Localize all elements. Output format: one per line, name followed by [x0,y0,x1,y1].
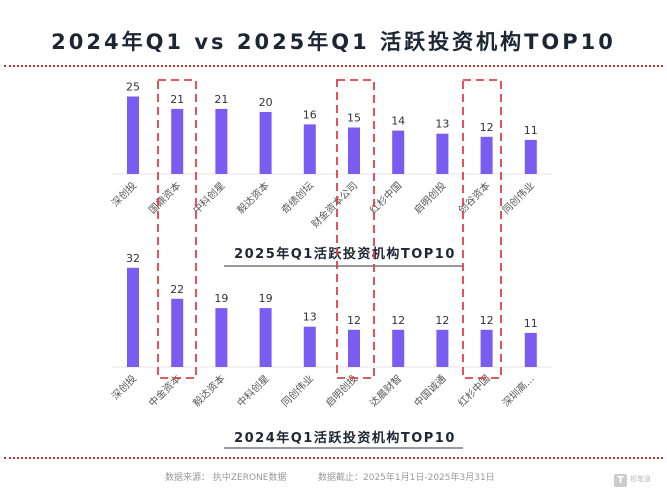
data-label: 12 [391,314,405,327]
category-label: 深圳高… [499,372,536,409]
bar [215,108,228,174]
data-label: 19 [214,292,228,305]
bar [524,139,537,174]
data-label: 32 [126,252,140,265]
data-label: 12 [347,314,361,327]
bar [392,130,405,174]
data-source: 数据来源： 执中ZERONE数据 [165,473,287,483]
category-label: 红杉中国 [455,372,492,409]
category-label: 中科创星 [190,179,227,216]
category-label: 奇绩创坛 [278,179,315,216]
data-label: 15 [347,112,361,125]
bar [436,133,449,174]
highlight-box [462,79,502,379]
data-label: 22 [170,283,184,296]
top-divider [4,65,663,67]
data-label: 14 [391,115,405,128]
data-label: 12 [435,314,449,327]
data-period: 数据截止：2025年1月1日-2025年3月31日 [318,473,495,483]
category-label: 红杉中国 [367,179,404,216]
data-label: 21 [170,93,184,106]
category-label: 中国诚通 [411,372,448,409]
highlight-box [157,79,197,379]
data-label: 11 [524,317,538,330]
bar [303,326,316,367]
bar [259,308,272,367]
page-title: 2024年Q1 vs 2025年Q1 活跃投资机构TOP10 [51,30,616,54]
chart-title: 2024年Q1活跃投资机构TOP10 [234,430,456,446]
bar [524,332,537,367]
data-label: 16 [303,108,317,121]
data-label: 13 [435,118,449,131]
data-label: 12 [480,121,494,134]
category-label: 财金资本公司 [309,179,361,231]
chart-title: 2025年Q1活跃投资机构TOP10 [234,246,456,262]
bar [436,329,449,367]
bar [480,329,493,367]
category-label: 毅达资本 [234,179,271,216]
logo-icon: T [614,474,627,487]
category-label: 创谷资本 [455,179,492,216]
bar [480,136,493,174]
bar [171,108,184,174]
highlight-box [336,79,375,379]
bar [127,96,139,174]
category-label: 毅达资本 [190,372,227,409]
bar [171,298,184,367]
data-label: 20 [259,96,273,109]
bottom-divider [4,457,663,459]
bar [392,329,405,367]
bar [348,329,360,367]
category-label: 同创伟业 [278,372,315,409]
bar [303,124,316,174]
category-label: 深创投 [109,372,139,402]
data-label: 25 [126,81,140,94]
category-label: 中科创星 [234,372,271,409]
bar [348,127,360,174]
category-label: 启明创投 [411,179,448,216]
data-label: 11 [524,124,538,137]
category-label: 国鼎资本 [146,179,183,216]
data-label: 19 [259,292,273,305]
logo-text: 铅笔道 [630,475,651,483]
category-label: 达晨财智 [367,372,404,409]
data-label: 21 [214,93,228,106]
data-label: 13 [303,311,317,324]
data-label: 12 [480,314,494,327]
bar [259,112,272,174]
bar [127,267,139,367]
category-label: 同创伟业 [499,179,536,216]
bar [215,308,228,367]
category-label: 深创投 [109,179,139,209]
